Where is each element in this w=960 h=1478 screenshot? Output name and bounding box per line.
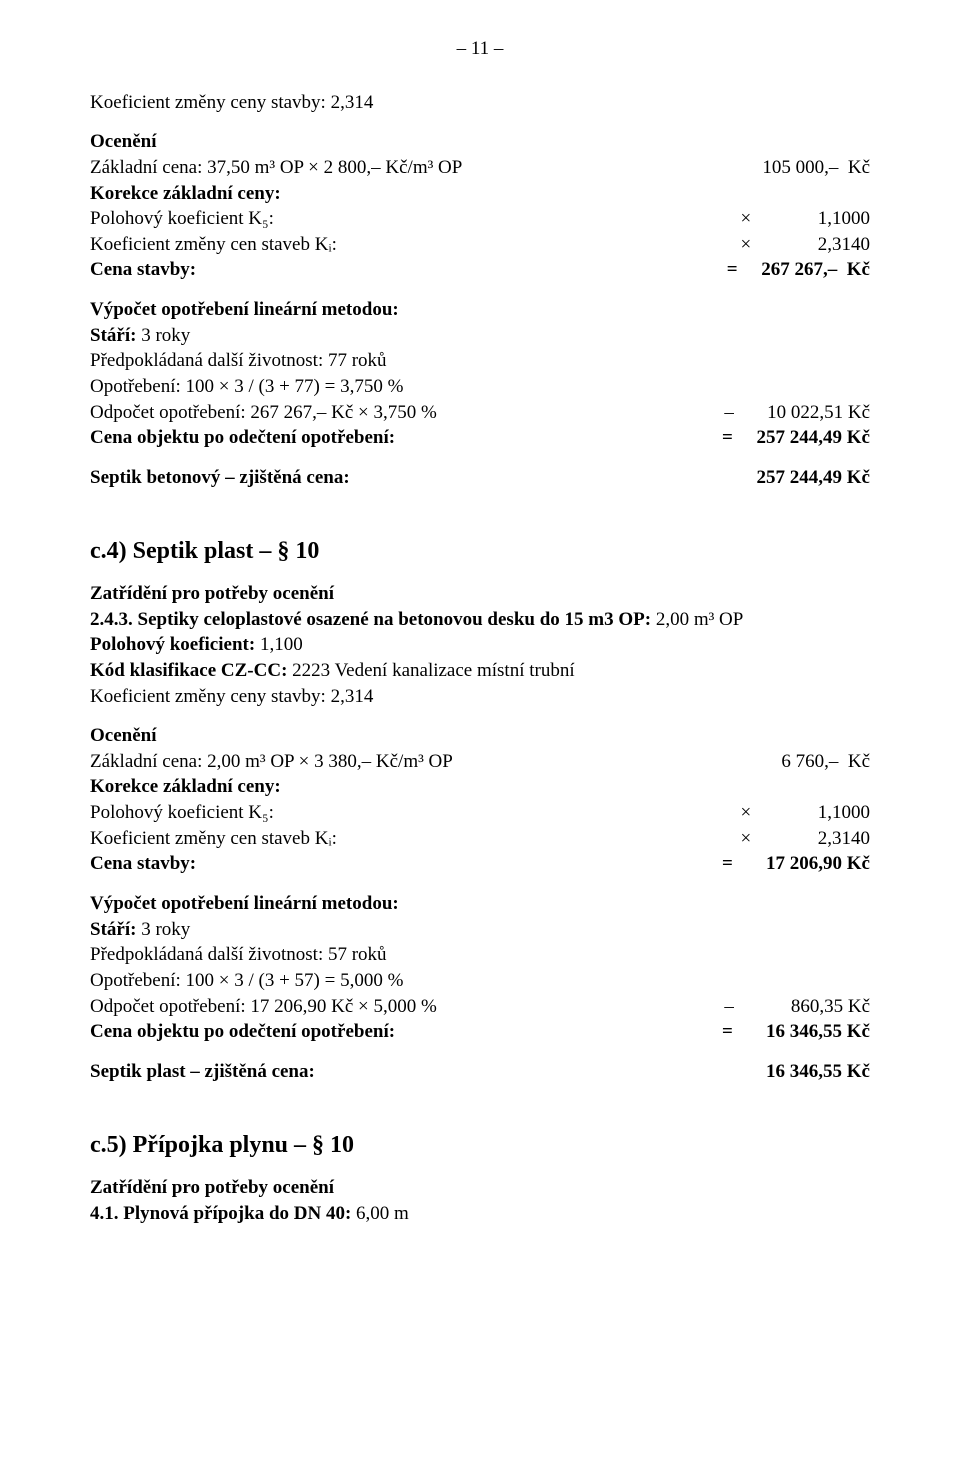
calc-row: Odpočet opotřebení: 17 206,90 Kč × 5,000… <box>90 994 870 1020</box>
row-value: = 257 244,49 Kč <box>690 425 870 451</box>
row-value: × 1,1000 <box>690 800 870 826</box>
section-heading: Ocenění <box>90 129 870 155</box>
row-value: 6 760,– Kč <box>690 749 870 775</box>
row-value: 16 346,55 Kč <box>690 1059 870 1085</box>
text-line: 4.1. Plynová přípojka do DN 40: <box>90 1203 351 1224</box>
section-heading: Ocenění <box>90 723 870 749</box>
calc-row: Cena objektu po odečtení opotřebení: = 1… <box>90 1019 870 1045</box>
text-line: 2.4.3. Septiky celoplastové osazené na b… <box>90 609 651 630</box>
row-label: Základní cena: 2,00 m³ OP × 3 380,– Kč/m… <box>90 749 690 775</box>
row-value: × 1,1000 <box>690 206 870 232</box>
row-value: = 16 346,55 Kč <box>690 1019 870 1045</box>
calc-row: Koeficient změny cen staveb Kᵢ: × 2,3140 <box>90 826 870 852</box>
text-line: Polohový koeficient: <box>90 634 255 655</box>
row-value: × 2,3140 <box>690 826 870 852</box>
row-value: 105 000,– Kč <box>690 155 870 181</box>
text-line: Předpokládaná další životnost: 57 roků <box>90 942 870 968</box>
row-label: Cena objektu po odečtení opotřebení: <box>90 1019 690 1045</box>
row-value: 257 244,49 Kč <box>690 465 870 491</box>
row-value: – 860,35 Kč <box>690 994 870 1020</box>
text-line: Koeficient změny ceny stavby: 2,314 <box>90 90 870 116</box>
calc-row: Koeficient změny cen staveb Kᵢ: × 2,3140 <box>90 232 870 258</box>
text-line: 2,00 m³ OP <box>656 609 744 630</box>
page-number: – 11 – <box>90 36 870 62</box>
row-label: Koeficient změny cen staveb Kᵢ: <box>90 232 690 258</box>
row-value: = 267 267,– Kč <box>690 257 870 283</box>
calc-row: Cena stavby: = 17 206,90 Kč <box>90 851 870 877</box>
section-heading: Výpočet opotřebení lineární metodou: <box>90 297 870 323</box>
calc-row: Cena stavby: = 267 267,– Kč <box>90 257 870 283</box>
row-label: Cena objektu po odečtení opotřebení: <box>90 425 690 451</box>
row-label: Koeficient změny cen staveb Kᵢ: <box>90 826 690 852</box>
row-value: × 2,3140 <box>690 232 870 258</box>
row-label: Základní cena: 37,50 m³ OP × 2 800,– Kč/… <box>90 155 690 181</box>
section-heading: c.4) Septik plast – § 10 <box>90 535 870 567</box>
text-line: Stáří: <box>90 325 136 346</box>
row-subheading: Korekce základní ceny: <box>90 774 870 800</box>
calc-row: Cena objektu po odečtení opotřebení: = 2… <box>90 425 870 451</box>
text-line: 3 roky <box>141 325 190 346</box>
row-value: = 17 206,90 Kč <box>690 851 870 877</box>
row-label: Cena stavby: <box>90 851 690 877</box>
final-row: Septik betonový – zjištěná cena: 257 244… <box>90 465 870 491</box>
text-line: 1,100 <box>260 634 303 655</box>
text-line: 6,00 m <box>356 1203 409 1224</box>
calc-row: Polohový koeficient K₅: × 1,1000 <box>90 206 870 232</box>
text-line: Koeficient změny ceny stavby: 2,314 <box>90 684 870 710</box>
row-label: Septik plast – zjištěná cena: <box>90 1059 690 1085</box>
calc-row: Polohový koeficient K₅: × 1,1000 <box>90 800 870 826</box>
text-line: Opotřebení: 100 × 3 / (3 + 57) = 5,000 % <box>90 968 870 994</box>
row-label: Polohový koeficient K₅: <box>90 800 690 826</box>
row-label: Polohový koeficient K₅: <box>90 206 690 232</box>
section-heading: Zatřídění pro potřeby ocenění <box>90 581 870 607</box>
text-line: Stáří: <box>90 919 136 940</box>
text-line: 3 roky <box>141 919 190 940</box>
final-row: Septik plast – zjištěná cena: 16 346,55 … <box>90 1059 870 1085</box>
row-label: Septik betonový – zjištěná cena: <box>90 465 690 491</box>
calc-row: Základní cena: 2,00 m³ OP × 3 380,– Kč/m… <box>90 749 870 775</box>
row-label: Odpočet opotřebení: 267 267,– Kč × 3,750… <box>90 400 690 426</box>
calc-row: Základní cena: 37,50 m³ OP × 2 800,– Kč/… <box>90 155 870 181</box>
row-label: Odpočet opotřebení: 17 206,90 Kč × 5,000… <box>90 994 690 1020</box>
text-line: Kód klasifikace CZ-CC: <box>90 660 287 681</box>
section-heading: c.5) Přípojka plynu – § 10 <box>90 1129 870 1161</box>
section-heading: Výpočet opotřebení lineární metodou: <box>90 891 870 917</box>
calc-row: Odpočet opotřebení: 267 267,– Kč × 3,750… <box>90 400 870 426</box>
text-line: Opotřebení: 100 × 3 / (3 + 77) = 3,750 % <box>90 374 870 400</box>
row-value: – 10 022,51 Kč <box>690 400 870 426</box>
row-label: Cena stavby: <box>90 257 690 283</box>
row-subheading: Korekce základní ceny: <box>90 181 870 207</box>
section-heading: Zatřídění pro potřeby ocenění <box>90 1175 870 1201</box>
text-line: Předpokládaná další životnost: 77 roků <box>90 348 870 374</box>
text-line: 2223 Vedení kanalizace místní trubní <box>292 660 574 681</box>
